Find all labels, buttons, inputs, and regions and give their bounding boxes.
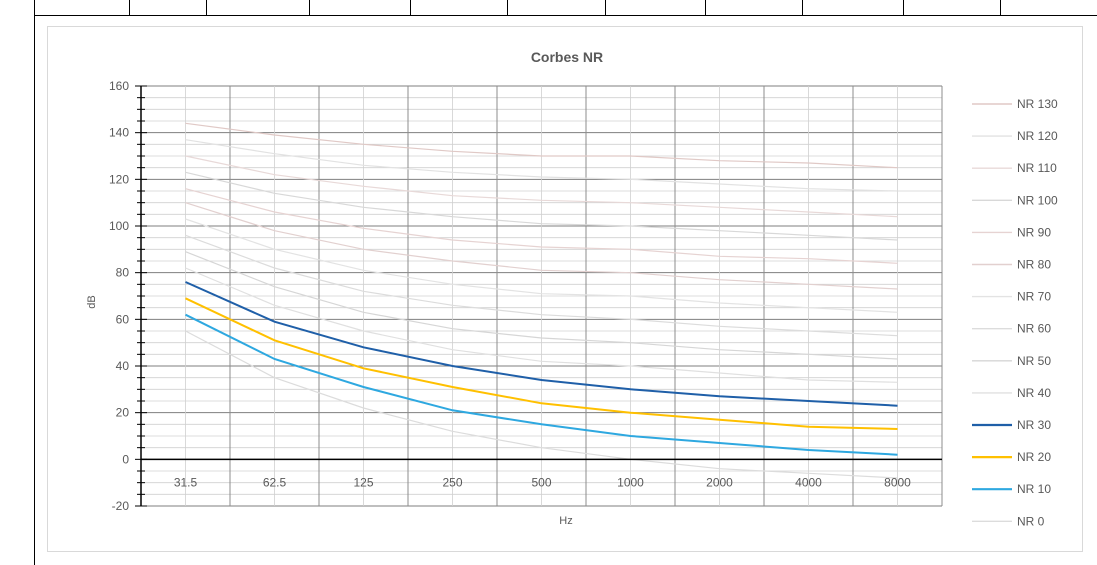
chart-container[interactable] [47, 26, 1083, 552]
series-line [185, 330, 898, 479]
series-line [185, 267, 898, 383]
series-line [185, 139, 898, 192]
y-tick-label: 40 [116, 359, 130, 373]
legend-label: NR 0 [1017, 514, 1045, 528]
series-line [185, 155, 898, 218]
y-tick-label: 0 [122, 452, 129, 466]
series-line [185, 202, 898, 290]
y-tick-label: -20 [112, 499, 130, 513]
spreadsheet-grid-row [34, 0, 1097, 16]
series-line [185, 218, 898, 313]
y-tick-label: 60 [116, 312, 130, 326]
y-tick-label: 160 [109, 79, 129, 93]
x-tick-label: 250 [442, 476, 462, 490]
y-tick-label: 80 [116, 266, 130, 280]
series-line [185, 297, 898, 430]
y-tick-label: 140 [109, 126, 129, 140]
series-line [185, 122, 898, 169]
axes: -20 0 20 40 60 80 100 120 140 160 31.5 62.5 125 250 50… [109, 79, 942, 513]
spreadsheet-cell [207, 0, 310, 16]
x-tick-label: 2000 [706, 476, 733, 490]
legend: NR 130 NR 120 NR 110 NR 100 NR 90 NR 80 NR 70 N… [972, 97, 1058, 528]
legend-label: NR 30 [1017, 418, 1051, 432]
spreadsheet-cell [803, 0, 904, 16]
y-tick-label: 20 [116, 406, 130, 420]
x-tick-label: 31.5 [174, 476, 198, 490]
grid-lines [140, 85, 943, 507]
series-line [185, 234, 898, 337]
series-lines [185, 122, 898, 479]
legend-label: NR 110 [1017, 161, 1057, 175]
y-tick-label: 120 [109, 172, 129, 186]
spreadsheet-cell [310, 0, 411, 16]
spreadsheet-cell [508, 0, 606, 16]
x-axis-title: Hz [559, 515, 572, 527]
spreadsheet-cell [606, 0, 706, 16]
legend-label: NR 90 [1017, 225, 1051, 239]
legend-label: NR 120 [1017, 129, 1058, 143]
legend-label: NR 60 [1017, 322, 1051, 336]
y-axis-title: dB [86, 295, 98, 308]
spreadsheet-cell [706, 0, 803, 16]
chart-title: Corbes NR [531, 49, 603, 65]
x-tick-label: 1000 [617, 476, 644, 490]
spreadsheet-left-border [34, 0, 35, 565]
x-tick-label: 8000 [884, 476, 911, 490]
x-tick-label: 125 [353, 476, 373, 490]
x-tick-label: 500 [531, 476, 551, 490]
spreadsheet-cell [411, 0, 508, 16]
x-tick-label: 62.5 [263, 476, 287, 490]
y-tick-label: 100 [109, 219, 129, 233]
x-tick-label: 4000 [795, 476, 822, 490]
legend-label: NR 130 [1017, 97, 1058, 111]
series-line [185, 251, 898, 360]
legend-label: NR 80 [1017, 258, 1051, 272]
legend-label: NR 50 [1017, 354, 1051, 368]
legend-label: NR 20 [1017, 450, 1051, 464]
series-line [185, 171, 898, 241]
legend-label: NR 10 [1017, 482, 1051, 496]
spreadsheet-cell [34, 0, 130, 16]
legend-label: NR 100 [1017, 193, 1058, 207]
legend-label: NR 70 [1017, 290, 1051, 304]
series-line [185, 188, 898, 264]
series-line [185, 281, 898, 407]
series-line [185, 313, 898, 456]
legend-label: NR 40 [1017, 386, 1051, 400]
spreadsheet-cell [130, 0, 207, 16]
spreadsheet-cell [904, 0, 1001, 16]
